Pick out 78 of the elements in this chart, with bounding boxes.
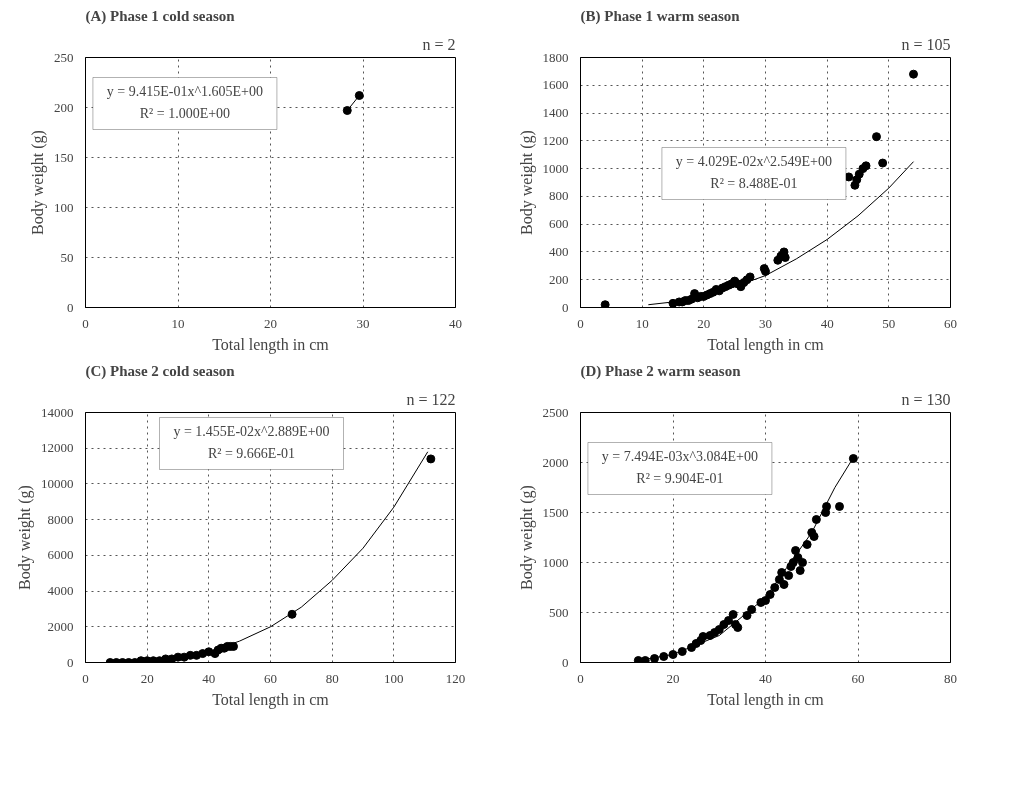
x-tick-label: 30 (759, 315, 772, 331)
x-tick-label: 20 (264, 315, 277, 331)
text: n = 2 (422, 35, 456, 53)
y-tick-label: 1500 (542, 504, 569, 520)
x-axis-title: Total length in cm (707, 335, 825, 354)
x-tick-label: 100 (384, 670, 404, 686)
y-tick-label: 1800 (542, 49, 569, 65)
x-tick-label: 60 (944, 315, 957, 331)
x-tick-label: 10 (635, 315, 649, 331)
y-tick-label: 0 (67, 299, 74, 315)
y-tick-label: 12000 (41, 440, 74, 456)
y-tick-label: 1400 (542, 105, 569, 121)
y-tick-label: 1200 (542, 132, 569, 148)
x-tick-label: 20 (666, 670, 680, 686)
y-tick-label: 100 (54, 199, 74, 215)
annotation: y = 4.029E-02x^2.549E+00 (675, 153, 832, 169)
y-axis-title: Body weight (g) (29, 130, 47, 235)
annotation: y = 7.494E-03x^3.084E+00 (601, 448, 758, 464)
x-tick-label: 60 (851, 670, 865, 686)
annotation: y = 1.455E-02x^2.889E+00 (173, 423, 330, 439)
y-tick-label: 1000 (542, 554, 569, 570)
x-tick-label: 120 (445, 670, 466, 686)
y-tick-label: 200 (54, 99, 74, 115)
text: n = 105 (901, 35, 951, 53)
x-tick-label: 0 (82, 315, 89, 331)
x-tick-label: 50 (882, 315, 896, 331)
y-axis-title: Body weight (g) (517, 485, 536, 590)
x-tick-label: 40 (202, 670, 216, 686)
y-axis-title: Body weight (g) (517, 130, 536, 235)
y-tick-label: 8000 (47, 511, 74, 527)
x-tick-label: 40 (820, 315, 834, 331)
annotation: y = 9.415E-01x^1.605E+00 (106, 83, 263, 99)
y-tick-label: 4000 (47, 583, 74, 599)
y-tick-label: 2000 (47, 618, 74, 634)
x-axis-title: Total length in cm (212, 690, 330, 709)
chart-title: (D) Phase 2 warm season (580, 362, 742, 380)
y-tick-label: 10000 (41, 475, 74, 491)
x-tick-label: 80 (944, 670, 957, 686)
chart-title: (A) Phase 1 cold season (85, 7, 236, 25)
x-tick-label: 30 (356, 315, 370, 331)
y-tick-label: 14000 (41, 404, 74, 420)
x-tick-label: 60 (264, 670, 277, 686)
x-tick-label: 20 (140, 670, 154, 686)
x-tick-label: 10 (171, 315, 185, 331)
y-tick-label: 600 (549, 216, 569, 232)
annotation: R² = 8.488E-01 (710, 175, 798, 191)
x-tick-label: 20 (697, 315, 711, 331)
y-tick-label: 50 (60, 249, 74, 265)
y-tick-label: 800 (549, 188, 569, 204)
y-tick-label: 250 (54, 49, 74, 65)
y-tick-label: 500 (549, 604, 569, 620)
x-tick-label: 0 (82, 670, 89, 686)
y-tick-label: 0 (562, 299, 569, 315)
annotation: R² = 1.000E+00 (139, 105, 231, 121)
y-tick-label: 2000 (542, 454, 569, 470)
y-axis-title: Body weight (g) (16, 485, 34, 590)
x-tick-label: 40 (759, 670, 772, 686)
x-tick-label: 0 (577, 670, 584, 686)
y-tick-label: 2500 (542, 404, 569, 420)
chart-title: (B) Phase 1 warm season (580, 7, 741, 25)
text: n = 130 (901, 390, 951, 408)
y-tick-label: 0 (67, 654, 74, 670)
y-tick-label: 0 (562, 654, 569, 670)
y-tick-label: 400 (549, 243, 569, 259)
x-tick-label: 80 (325, 670, 339, 686)
x-axis-title: Total length in cm (707, 690, 825, 709)
y-tick-label: 200 (549, 271, 569, 287)
chart-title: (C) Phase 2 cold season (85, 362, 236, 380)
y-tick-label: 1600 (542, 77, 569, 93)
x-tick-label: 0 (577, 315, 584, 331)
annotation: R² = 9.904E-01 (636, 470, 724, 486)
x-axis-title: Total length in cm (212, 335, 330, 354)
text: n = 122 (406, 390, 456, 408)
y-tick-label: 1000 (542, 160, 569, 176)
x-tick-label: 40 (449, 315, 462, 331)
y-tick-label: 150 (54, 149, 74, 165)
annotation: R² = 9.666E-01 (207, 445, 296, 461)
y-tick-label: 6000 (47, 547, 74, 563)
